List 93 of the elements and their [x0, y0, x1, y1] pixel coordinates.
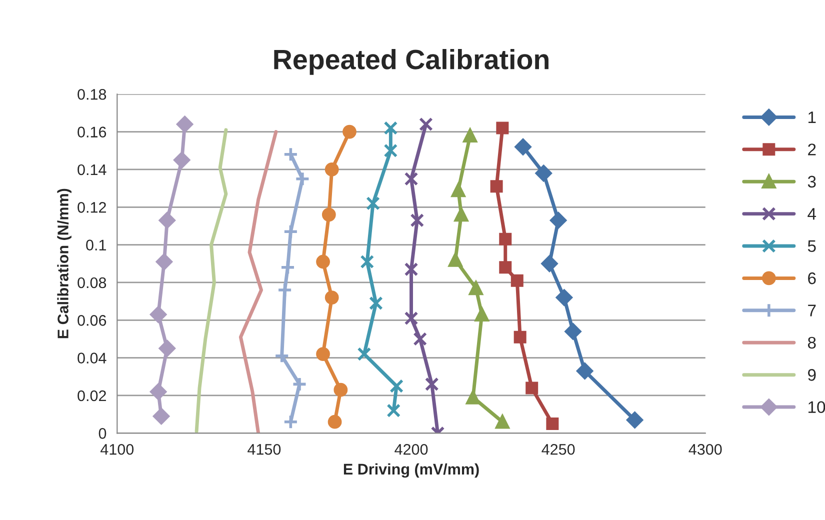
- point: [535, 164, 552, 182]
- point: [576, 362, 594, 380]
- point: [499, 232, 512, 246]
- point: [174, 152, 190, 168]
- point: [158, 212, 176, 229]
- point: [466, 390, 480, 404]
- y-tick-label: 0.18: [78, 88, 106, 100]
- legend-label: 9: [808, 369, 816, 381]
- point: [280, 260, 296, 276]
- point: [324, 162, 339, 176]
- point: [277, 282, 292, 298]
- line-series: [238, 130, 278, 434]
- y-tick-label: 0.14: [78, 164, 106, 176]
- y-tick-label: 0.04: [78, 352, 106, 364]
- point: [324, 290, 339, 304]
- legend-label: 7: [808, 304, 816, 316]
- point: [496, 122, 509, 134]
- point: [546, 417, 559, 430]
- point: [150, 306, 167, 323]
- x-tick-label: 4200: [394, 444, 428, 455]
- y-tick-label: 0: [98, 428, 106, 439]
- point: [384, 144, 398, 158]
- point: [384, 121, 398, 135]
- point: [424, 377, 439, 392]
- legend-label: 8: [808, 336, 816, 349]
- point: [176, 116, 194, 133]
- point: [390, 379, 404, 394]
- x-tick-label: 4300: [688, 444, 722, 455]
- point: [156, 253, 172, 270]
- y-tick-label: 0.1: [86, 240, 106, 250]
- point: [153, 408, 170, 424]
- point: [510, 274, 524, 287]
- point: [322, 208, 336, 222]
- point: [328, 414, 342, 429]
- point: [369, 296, 383, 310]
- x-tick-label: 4250: [542, 444, 575, 455]
- point: [514, 330, 526, 344]
- y-tick-label: 0.08: [78, 277, 106, 288]
- point: [514, 138, 532, 156]
- point: [294, 171, 310, 187]
- point: [448, 252, 462, 267]
- point: [404, 311, 418, 326]
- legend-label: 4: [808, 208, 816, 220]
- point: [283, 414, 298, 430]
- point: [626, 412, 644, 428]
- point: [360, 254, 374, 269]
- point: [386, 404, 401, 418]
- point: [474, 308, 489, 322]
- y-axis-title: E Calibration (N/mm): [57, 188, 72, 338]
- point: [419, 117, 433, 132]
- point: [316, 254, 330, 269]
- point: [357, 347, 372, 361]
- y-tick-label: 0.16: [78, 126, 106, 138]
- legend-label: 6: [808, 272, 816, 284]
- point: [413, 332, 428, 346]
- legend-label: 10: [808, 401, 825, 414]
- legend-label: 2: [808, 144, 816, 156]
- point: [292, 376, 308, 392]
- x-tick-label: 4100: [100, 444, 134, 455]
- x-tick-label: 4150: [248, 444, 281, 455]
- point: [366, 196, 380, 210]
- point: [469, 281, 483, 296]
- legend-label: 5: [808, 240, 816, 252]
- y-tick-label: 0.02: [78, 390, 106, 402]
- point: [499, 261, 512, 274]
- point: [316, 347, 330, 361]
- point: [541, 255, 558, 272]
- point: [463, 128, 478, 143]
- chart-title: Repeated Calibration: [274, 48, 548, 75]
- point: [556, 289, 572, 306]
- legend-label: 3: [808, 176, 816, 188]
- point: [283, 146, 298, 162]
- y-tick-label: 0.12: [78, 202, 106, 213]
- point: [454, 208, 468, 222]
- point: [334, 382, 348, 397]
- point: [451, 183, 466, 198]
- point: [283, 224, 298, 240]
- y-tick-label: 0.06: [78, 315, 106, 326]
- point: [564, 323, 582, 340]
- line-series: [194, 128, 228, 434]
- point: [404, 262, 418, 276]
- point: [404, 172, 418, 186]
- point: [495, 414, 510, 429]
- point: [490, 180, 503, 193]
- point: [550, 212, 567, 229]
- point: [342, 124, 356, 139]
- point: [274, 348, 290, 364]
- point: [526, 382, 538, 394]
- point: [150, 383, 167, 400]
- point: [410, 213, 424, 228]
- legend-label: 1: [808, 112, 816, 124]
- point: [158, 340, 176, 357]
- x-axis-title: E Driving (mV/mm): [344, 463, 479, 478]
